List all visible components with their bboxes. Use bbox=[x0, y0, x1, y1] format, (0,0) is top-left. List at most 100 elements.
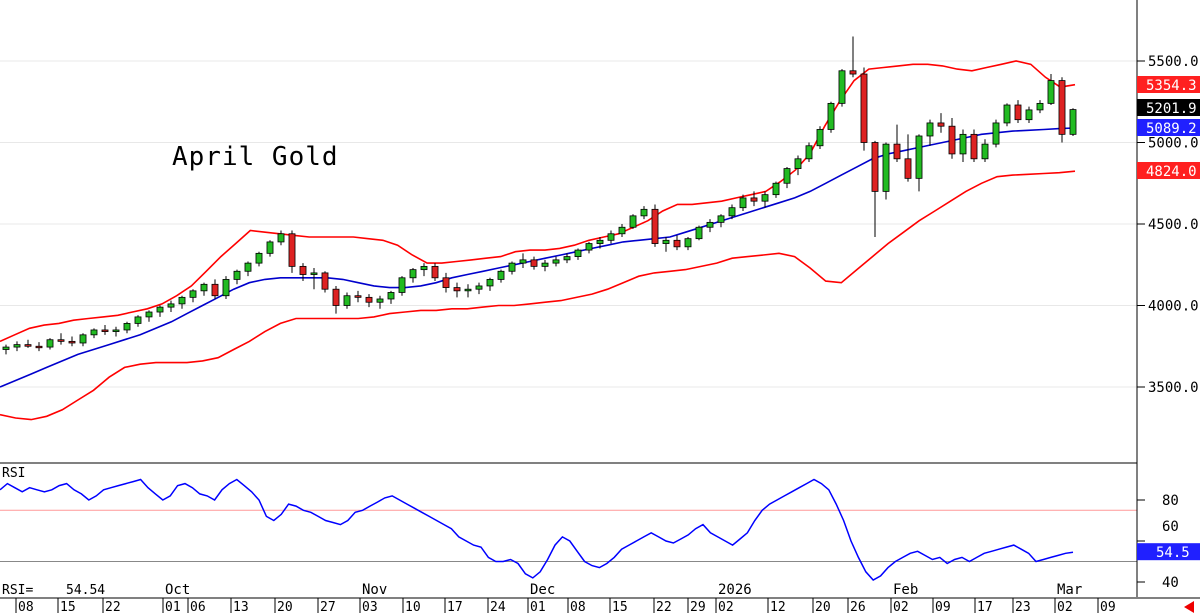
candle-up bbox=[420, 265, 428, 271]
candle-up bbox=[409, 269, 417, 279]
y-tick-label: 4500.0 bbox=[1148, 217, 1199, 233]
candle-down bbox=[68, 340, 76, 344]
candle-up bbox=[959, 133, 967, 155]
bollinger-bands bbox=[0, 60, 1076, 421]
candle-up bbox=[827, 102, 835, 130]
x-tick-label: 02 bbox=[1057, 600, 1073, 613]
candle-up bbox=[816, 129, 824, 147]
rsi-badge-box bbox=[1137, 543, 1200, 561]
bollinger-upper bbox=[0, 60, 1076, 343]
candle-up bbox=[662, 239, 670, 244]
candle-up bbox=[464, 288, 472, 292]
rsi-badge-text: 54.5 bbox=[1156, 545, 1190, 561]
bollinger-middle bbox=[0, 127, 1076, 388]
rsi-panel-title: RSI bbox=[2, 466, 25, 481]
candle-up bbox=[574, 249, 582, 258]
candle-up bbox=[706, 221, 714, 228]
candle-up bbox=[684, 238, 692, 248]
price-label-box bbox=[1137, 162, 1200, 179]
month-labels: Oct Nov Dec 2026 Feb Mar bbox=[165, 582, 1082, 598]
x-tick-label: 08 bbox=[570, 600, 586, 613]
rsi-current-badge: 54.5 bbox=[1137, 543, 1200, 561]
candle-up bbox=[915, 135, 923, 179]
candle-up bbox=[376, 298, 384, 303]
candle-down bbox=[893, 143, 901, 160]
candle-down bbox=[321, 272, 329, 290]
candle-up bbox=[277, 233, 285, 243]
candle-down bbox=[299, 265, 307, 275]
candlesticks bbox=[2, 36, 1077, 355]
candle-up bbox=[761, 194, 769, 202]
x-tick-label: 10 bbox=[405, 600, 421, 613]
rsi-gridlines bbox=[0, 509, 1137, 562]
candle-up bbox=[541, 262, 549, 267]
x-tick-label: 01 bbox=[165, 600, 181, 613]
candle-up bbox=[123, 323, 131, 331]
candle-up bbox=[640, 208, 648, 217]
candle-up bbox=[1069, 109, 1077, 135]
x-tick-label: 22 bbox=[656, 600, 672, 613]
x-tick-label: 13 bbox=[233, 600, 249, 613]
x-tick-label: 08 bbox=[18, 600, 34, 613]
candle-up bbox=[244, 262, 252, 272]
x-tick-label: 23 bbox=[1015, 600, 1031, 613]
candle-up bbox=[805, 145, 813, 160]
candle-up bbox=[563, 256, 571, 261]
candle-up bbox=[717, 215, 725, 223]
candle-down bbox=[948, 125, 956, 155]
candle-up bbox=[882, 143, 890, 192]
y-tick-label: 5000.0 bbox=[1148, 136, 1199, 152]
candle-up bbox=[189, 290, 197, 298]
x-tick-label: 26 bbox=[850, 600, 866, 613]
price-labels: 5354.3 5201.9 5089.2 4824.0 bbox=[1137, 76, 1200, 180]
x-axis-labels: 08 15 22 01 06 13 20 27 03 10 17 24 01 08 15 22 29 02 12 20… bbox=[15, 598, 1116, 613]
rsi-tick-label: 40 bbox=[1162, 575, 1179, 591]
rsi-tick-label: 60 bbox=[1162, 519, 1179, 535]
candle-up bbox=[79, 334, 87, 344]
candle-up bbox=[728, 207, 736, 217]
x-tick-label: 20 bbox=[815, 600, 831, 613]
candle-down bbox=[442, 277, 450, 288]
month-label: Dec bbox=[530, 582, 555, 598]
candle-up bbox=[981, 143, 989, 160]
candle-up bbox=[475, 285, 483, 290]
candle-down bbox=[332, 288, 340, 306]
candle-up bbox=[134, 316, 142, 324]
candle-up bbox=[1036, 102, 1044, 111]
x-tick-label: 09 bbox=[1100, 600, 1116, 613]
price-label-box bbox=[1137, 119, 1200, 136]
candle-down bbox=[651, 208, 659, 244]
x-tick-label: 12 bbox=[770, 600, 786, 613]
price-label: 5201.9 bbox=[1146, 101, 1197, 117]
candle-up bbox=[1025, 109, 1033, 121]
candle-up bbox=[178, 296, 186, 305]
candle-down bbox=[904, 158, 912, 179]
x-tick-label: 22 bbox=[105, 600, 121, 613]
candle-down bbox=[1058, 80, 1066, 135]
candle-up bbox=[1047, 80, 1055, 104]
candle-up bbox=[13, 344, 21, 348]
candle-up bbox=[222, 279, 230, 297]
candle-down bbox=[431, 265, 439, 279]
rsi-line bbox=[0, 478, 1074, 581]
candle-up bbox=[838, 70, 846, 104]
bollinger-lower bbox=[0, 170, 1076, 421]
rsi-series bbox=[0, 478, 1074, 581]
nav-arrow-icon[interactable] bbox=[1184, 601, 1194, 613]
candle-down bbox=[871, 142, 879, 192]
candle-up bbox=[310, 272, 318, 275]
candle-down bbox=[101, 329, 109, 332]
month-label: 2026 bbox=[718, 582, 752, 598]
month-label: Feb bbox=[893, 582, 918, 598]
x-tick-label: 17 bbox=[977, 600, 993, 613]
month-label: Nov bbox=[362, 582, 387, 598]
x-tick-label: 20 bbox=[277, 600, 293, 613]
candle-up bbox=[739, 197, 747, 209]
x-tick-label: 29 bbox=[690, 600, 706, 613]
candle-down bbox=[1014, 104, 1022, 121]
candle-down bbox=[24, 344, 32, 347]
candle-up bbox=[156, 306, 164, 313]
candle-down bbox=[57, 339, 65, 342]
rsi-y-axis-labels: 40 80 60 bbox=[1137, 493, 1179, 591]
